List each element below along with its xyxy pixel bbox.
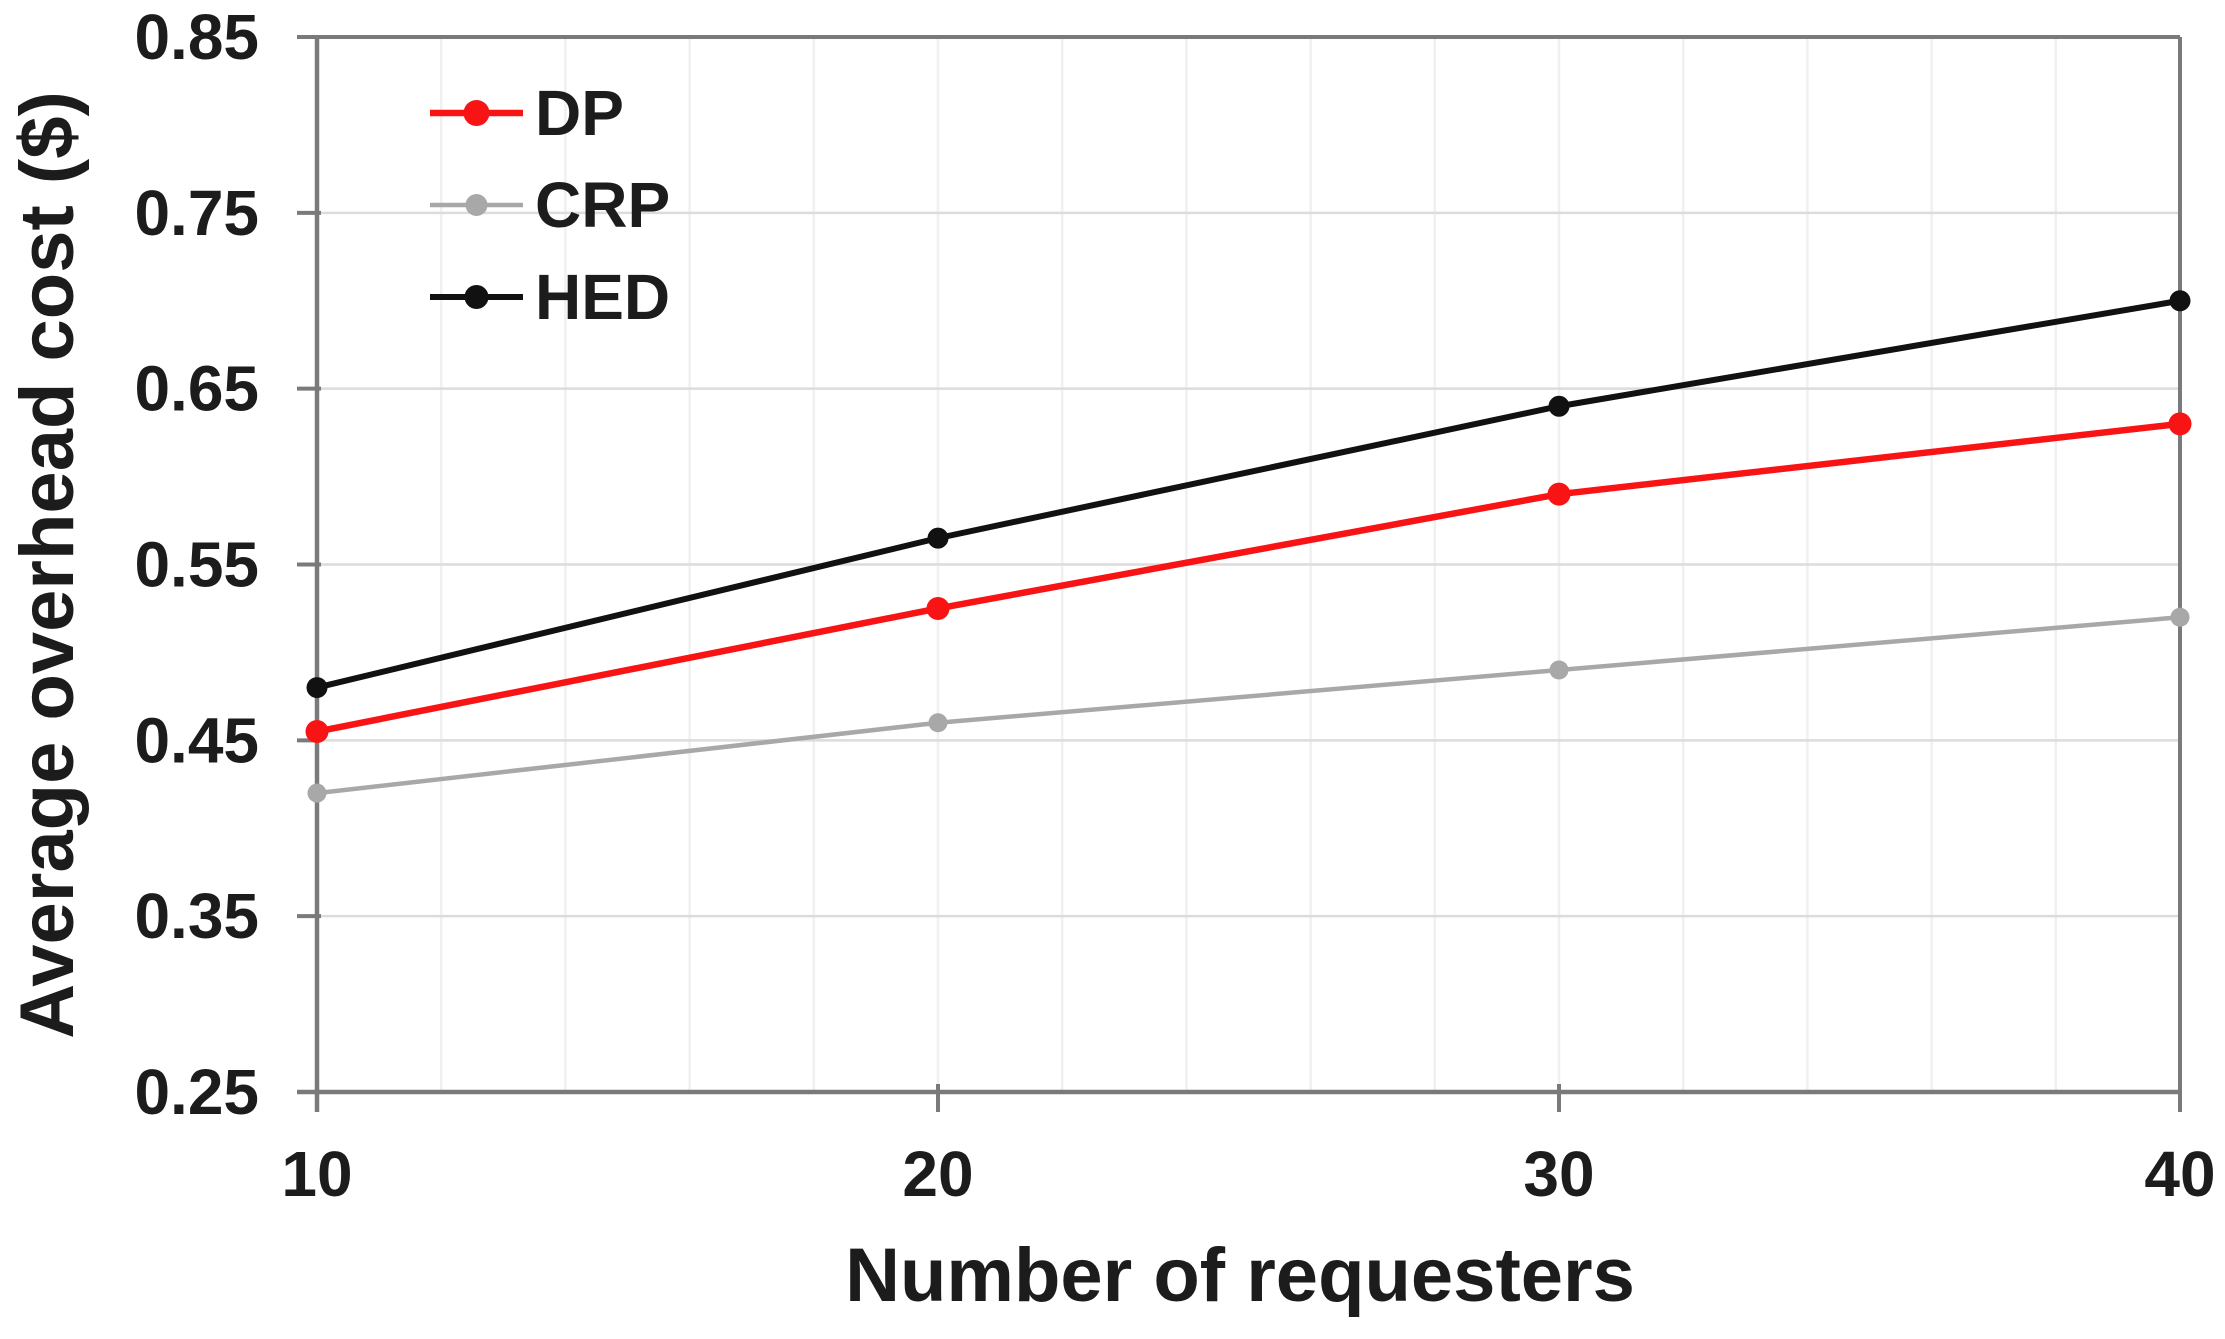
data-point-HED-20 xyxy=(927,527,949,549)
y-tick-label: 0.25 xyxy=(134,1056,259,1128)
data-point-CRP-10 xyxy=(307,783,327,803)
y-tick-label: 0.35 xyxy=(134,880,259,952)
legend-item-HED: HED xyxy=(430,261,670,333)
data-point-CRP-40 xyxy=(2170,607,2190,627)
x-tick-label: 20 xyxy=(902,1138,973,1210)
data-point-CRP-20 xyxy=(928,713,948,733)
y-axis-title: Average overhead cost ($) xyxy=(5,91,90,1039)
y-tick-label: 0.75 xyxy=(134,177,259,249)
x-tick-label: 40 xyxy=(2144,1138,2215,1210)
legend-label: DP xyxy=(535,77,624,149)
x-tick-label: 10 xyxy=(281,1138,352,1210)
data-point-CRP-30 xyxy=(1549,660,1569,680)
legend-label: CRP xyxy=(535,169,670,241)
y-tick-label: 0.45 xyxy=(134,704,259,776)
series-line-CRP xyxy=(314,615,2183,796)
series-line-DP xyxy=(313,420,2184,735)
legend-item-DP: DP xyxy=(430,77,624,149)
legend-item-CRP: CRP xyxy=(430,169,670,241)
data-point-HED-40 xyxy=(2169,290,2191,312)
legend-marker xyxy=(465,194,488,216)
x-axis-title: Number of requesters xyxy=(845,1233,1635,1318)
data-point-HED-10 xyxy=(306,677,328,699)
data-point-DP-20 xyxy=(926,596,950,620)
legend-marker xyxy=(464,285,489,309)
series-line-HED xyxy=(314,297,2183,691)
data-point-DP-10 xyxy=(305,720,329,744)
data-point-DP-40 xyxy=(2168,412,2192,436)
y-tick-label: 0.55 xyxy=(134,529,259,601)
legend-marker xyxy=(463,100,490,126)
y-tick-label: 0.85 xyxy=(134,1,259,73)
data-point-DP-30 xyxy=(1547,482,1571,506)
x-tick-label: 30 xyxy=(1523,1138,1594,1210)
legend-label: HED xyxy=(535,261,670,333)
y-tick-label: 0.65 xyxy=(134,353,259,425)
data-point-HED-30 xyxy=(1548,395,1570,417)
